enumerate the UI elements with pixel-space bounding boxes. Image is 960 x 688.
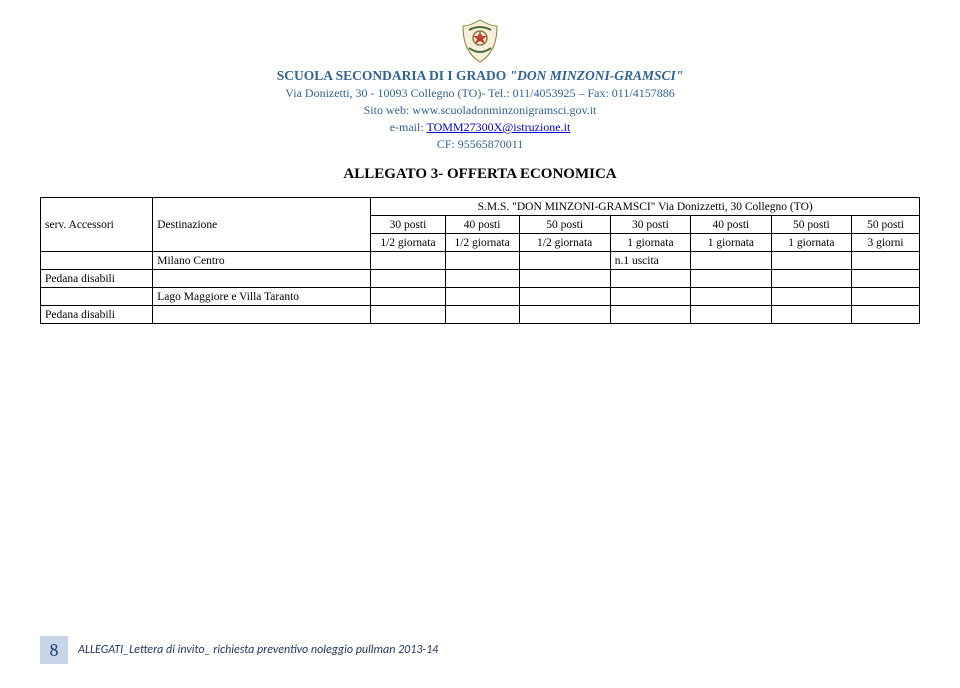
cell-accessori [41,252,153,270]
fiscal-code: CF: 95565870011 [0,137,960,152]
header-destinazione: Destinazione [153,198,371,252]
cell-value [371,270,445,288]
cell-value [445,306,519,324]
school-name-prefix: SCUOLA SECONDARIA DI I GRADO [277,68,510,83]
offer-table: serv. Accessori Destinazione S.M.S. "DON… [40,197,920,324]
col-top-6: 50 posti [852,216,920,234]
cell-destinazione [153,306,371,324]
school-name: SCUOLA SECONDARIA DI I GRADO "DON MINZON… [0,68,960,84]
col-top-1: 40 posti [445,216,519,234]
document-header: SCUOLA SECONDARIA DI I GRADO "DON MINZON… [0,0,960,152]
page-footer: 8 ALLEGATI_Lettera di invito_ richiesta … [40,636,438,664]
col-bot-2: 1/2 giornata [519,234,610,252]
school-website: Sito web: www.scuoladonminzonigramsci.go… [0,103,960,118]
cell-value [691,306,771,324]
table-header-row-1: serv. Accessori Destinazione S.M.S. "DON… [41,198,920,216]
cell-value [445,270,519,288]
header-school-super: S.M.S. "DON MINZONI-GRAMSCI" Via Donizze… [371,198,920,216]
col-bot-0: 1/2 giornata [371,234,445,252]
col-top-0: 30 posti [371,216,445,234]
cell-accessori: Pedana disabili [41,306,153,324]
col-bot-4: 1 giornata [691,234,771,252]
col-bot-3: 1 giornata [610,234,690,252]
cell-value [445,252,519,270]
cell-value [771,252,851,270]
cell-destinazione: Lago Maggiore e Villa Taranto [153,288,371,306]
cell-value [852,252,920,270]
cell-value [610,306,690,324]
col-bot-5: 1 giornata [771,234,851,252]
cell-value [771,288,851,306]
school-name-quoted: "DON MINZONI-GRAMSCI" [510,68,684,83]
cell-value [445,288,519,306]
cell-destinazione: Milano Centro [153,252,371,270]
col-top-3: 30 posti [610,216,690,234]
table-row: Lago Maggiore e Villa Taranto [41,288,920,306]
cell-value [852,306,920,324]
email-label: e-mail: [390,120,427,134]
cell-value [371,288,445,306]
page-title: ALLEGATO 3- OFFERTA ECONOMICA [0,166,960,183]
school-address: Via Donizetti, 30 - 10093 Collegno (TO)-… [0,86,960,101]
cell-value [691,288,771,306]
cell-value [371,252,445,270]
italy-emblem-icon [459,18,501,64]
col-top-2: 50 posti [519,216,610,234]
cell-value [852,270,920,288]
cell-value [610,288,690,306]
school-email: e-mail: TOMM27300X@istruzione.it [0,120,960,135]
cell-value [519,270,610,288]
cell-value [519,252,610,270]
cell-destinazione [153,270,371,288]
cell-accessori [41,288,153,306]
page-number: 8 [40,636,68,664]
cell-value: n.1 uscita [610,252,690,270]
table-row: Pedana disabili [41,270,920,288]
table-row: Pedana disabili [41,306,920,324]
cell-value [771,270,851,288]
cell-value [371,306,445,324]
col-top-5: 50 posti [771,216,851,234]
table-row: Milano Centro n.1 uscita [41,252,920,270]
header-accessori: serv. Accessori [41,198,153,252]
col-bot-6: 3 giorni [852,234,920,252]
cell-value [771,306,851,324]
email-link[interactable]: TOMM27300X@istruzione.it [426,120,570,134]
cell-value [691,270,771,288]
cell-value [519,306,610,324]
footer-text: ALLEGATI_Lettera di invito_ richiesta pr… [78,636,438,664]
cell-accessori: Pedana disabili [41,270,153,288]
col-bot-1: 1/2 giornata [445,234,519,252]
cell-value [852,288,920,306]
col-top-4: 40 posti [691,216,771,234]
cell-value [691,252,771,270]
cell-value [610,270,690,288]
offer-table-container: serv. Accessori Destinazione S.M.S. "DON… [0,197,960,324]
cell-value [519,288,610,306]
